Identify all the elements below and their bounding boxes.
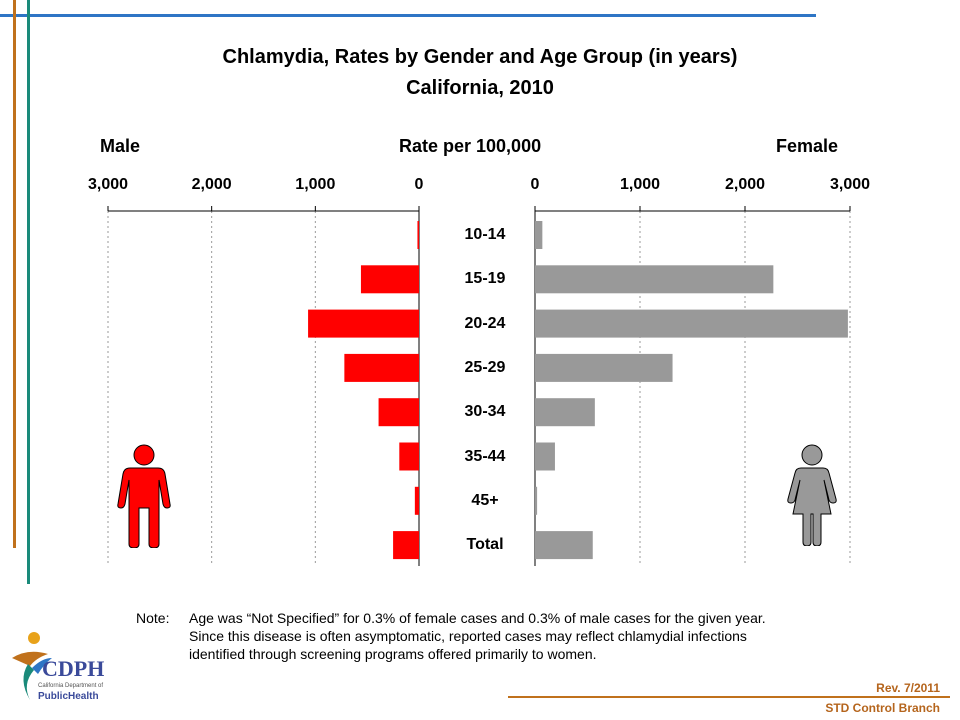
age-group-label: 15-19 xyxy=(464,270,506,288)
rate-header: Rate per 100,000 xyxy=(399,136,542,156)
note-label: Note: xyxy=(136,610,170,626)
male-bar xyxy=(393,531,419,560)
age-group-label: 10-14 xyxy=(464,226,506,243)
female-bars xyxy=(535,221,848,560)
female-bar xyxy=(535,486,538,515)
green-left-line xyxy=(27,0,30,584)
cdph-figure-icon xyxy=(12,632,52,700)
female-figure-icon xyxy=(787,444,837,546)
female-bar xyxy=(535,531,593,560)
cdph-logo: CDPH California Department of PublicHeal… xyxy=(8,628,118,712)
male-tick-label: 3,000 xyxy=(87,176,129,193)
male-bar xyxy=(378,398,419,427)
female-bar xyxy=(535,221,543,249)
cdph-logo-sub: PublicHealth xyxy=(38,691,99,702)
female-tick-label: 0 xyxy=(530,176,540,193)
branch-name: STD Control Branch xyxy=(825,701,940,715)
age-group-label: 25-29 xyxy=(464,358,506,376)
male-bar xyxy=(414,486,419,515)
male-bar xyxy=(360,265,419,294)
age-group-label: 20-24 xyxy=(464,314,506,332)
blue-top-line xyxy=(0,14,816,17)
female-tick-label: 2,000 xyxy=(724,176,766,193)
orange-left-line xyxy=(13,0,16,548)
cdph-logo-text: CDPH xyxy=(42,656,105,681)
male-bars xyxy=(308,221,419,560)
age-group-label: 35-44 xyxy=(464,447,506,465)
cdph-logo-small: California Department of xyxy=(38,683,104,689)
female-tick-label: 1,000 xyxy=(619,176,661,193)
male-tick-label: 2,000 xyxy=(191,176,232,193)
note-line-2: Since this disease is often asymptomatic… xyxy=(189,628,747,644)
female-tick-label: 3,000 xyxy=(829,176,871,193)
note-line-1: Age was “Not Specified” for 0.3% of fema… xyxy=(189,610,766,626)
axis-layer xyxy=(107,206,851,566)
note-line-3: identified through screening programs of… xyxy=(189,646,597,662)
chart-title-line1: Chlamydia, Rates by Gender and Age Group… xyxy=(222,46,738,68)
chart-title-line2: California, 2010 xyxy=(406,77,554,99)
male-bar xyxy=(344,353,419,382)
revision-date: Rev. 7/2011 xyxy=(876,681,940,695)
female-header: Female xyxy=(776,136,839,156)
female-bar xyxy=(535,309,848,338)
age-group-label: 30-34 xyxy=(464,403,506,421)
orange-bottom-line xyxy=(508,696,950,698)
male-bar xyxy=(399,442,419,471)
male-tick-label: 1,000 xyxy=(295,176,336,193)
age-group-label: Total xyxy=(466,536,504,554)
female-bar xyxy=(535,265,774,294)
female-bar xyxy=(535,398,595,427)
grid-layer xyxy=(107,211,851,566)
male-header: Male xyxy=(100,136,141,156)
male-bar xyxy=(417,221,419,249)
female-bar xyxy=(535,353,673,382)
male-bar xyxy=(308,309,419,338)
age-group-label: 45+ xyxy=(471,491,499,509)
female-bar xyxy=(535,442,555,471)
male-tick-label: 0 xyxy=(414,176,424,193)
male-figure-icon xyxy=(117,444,171,548)
